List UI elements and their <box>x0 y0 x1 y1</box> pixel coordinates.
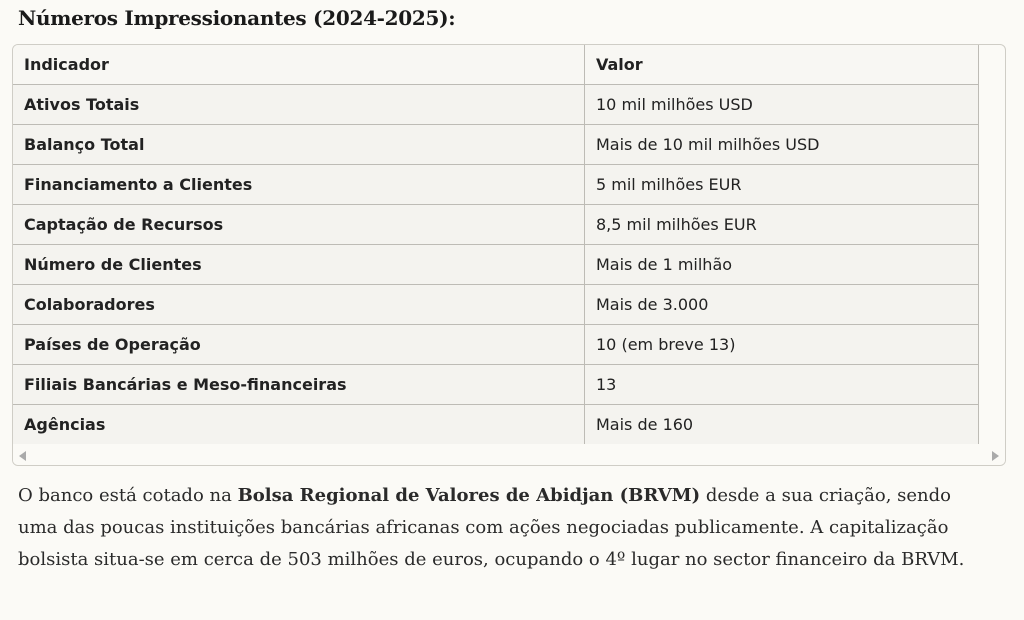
bold-text: Bolsa Regional de Valores de Abidjan (BR… <box>237 485 701 506</box>
text: desde a sua criação, sendo uma das pouca… <box>18 485 965 570</box>
table-cell: Mais de 3.000 <box>584 284 979 325</box>
table-cell: Ativos Totais <box>13 84 585 125</box>
table: Indicador Valor Ativos Totais 10 mil milhõ… <box>13 45 979 444</box>
table-cell: Mais de 1 milhão <box>584 244 979 285</box>
table-cell: Países de Operação <box>13 324 585 365</box>
table-cell: Agências <box>13 404 585 444</box>
table-row: Colaboradores Mais de 3.000 <box>13 284 979 325</box>
table-body: Ativos Totais 10 mil milhões USD Balanço T… <box>13 84 979 444</box>
scroll-right[interactable] <box>992 451 999 461</box>
table-row: Agências Mais de 160 <box>13 404 979 444</box>
table-cell: Mais de 160 <box>584 404 979 444</box>
table-row: Balanço Total Mais de 10 mil milhões USD <box>13 124 979 165</box>
table-cell: Mais de 10 mil milhões USD <box>584 124 979 165</box>
table-cell: Captação de Recursos <box>13 204 585 245</box>
paragraph: O banco está cotado na Bolsa Regional de… <box>18 480 993 576</box>
table-row: Financiamento a Clientes 5 mil milhões EU… <box>13 164 979 205</box>
table-row: Países de Operação 10 (em breve 13) <box>13 324 979 365</box>
table-cell: 10 mil milhões USD <box>584 84 979 125</box>
table-cell: 13 <box>584 364 979 405</box>
heading: Números Impressionantes (2024-2025): <box>18 6 456 30</box>
text: O banco está cotado na <box>18 485 238 506</box>
header-cell: Indicador <box>13 45 585 85</box>
scroll-left[interactable] <box>19 451 26 461</box>
table-cell: Financiamento a Clientes <box>13 164 585 205</box>
scrollbar[interactable] <box>13 445 1005 465</box>
table-cell: 10 (em breve 13) <box>584 324 979 365</box>
table-cell: Número de Clientes <box>13 244 585 285</box>
table-cell: Colaboradores <box>13 284 585 325</box>
table-cell: 8,5 mil milhões EUR <box>584 204 979 245</box>
table-cell: Filiais Bancárias e Meso-financeiras <box>13 364 585 405</box>
table-row: Captação de Recursos 8,5 mil milhões EUR <box>13 204 979 245</box>
header-cell: Valor <box>584 45 979 85</box>
table-head: Indicador Valor <box>13 45 979 85</box>
table-row: Ativos Totais 10 mil milhões USD <box>13 84 979 125</box>
header-row: Indicador Valor <box>13 45 979 85</box>
table-row: Filiais Bancárias e Meso-financeiras 13 <box>13 364 979 405</box>
table-row: Número de Clientes Mais de 1 milhão <box>13 244 979 285</box>
table-container: Indicador Valor Ativos Totais 10 mil milhõ… <box>12 44 1006 466</box>
table-cell: 5 mil milhões EUR <box>584 164 979 205</box>
table-cell: Balanço Total <box>13 124 585 165</box>
